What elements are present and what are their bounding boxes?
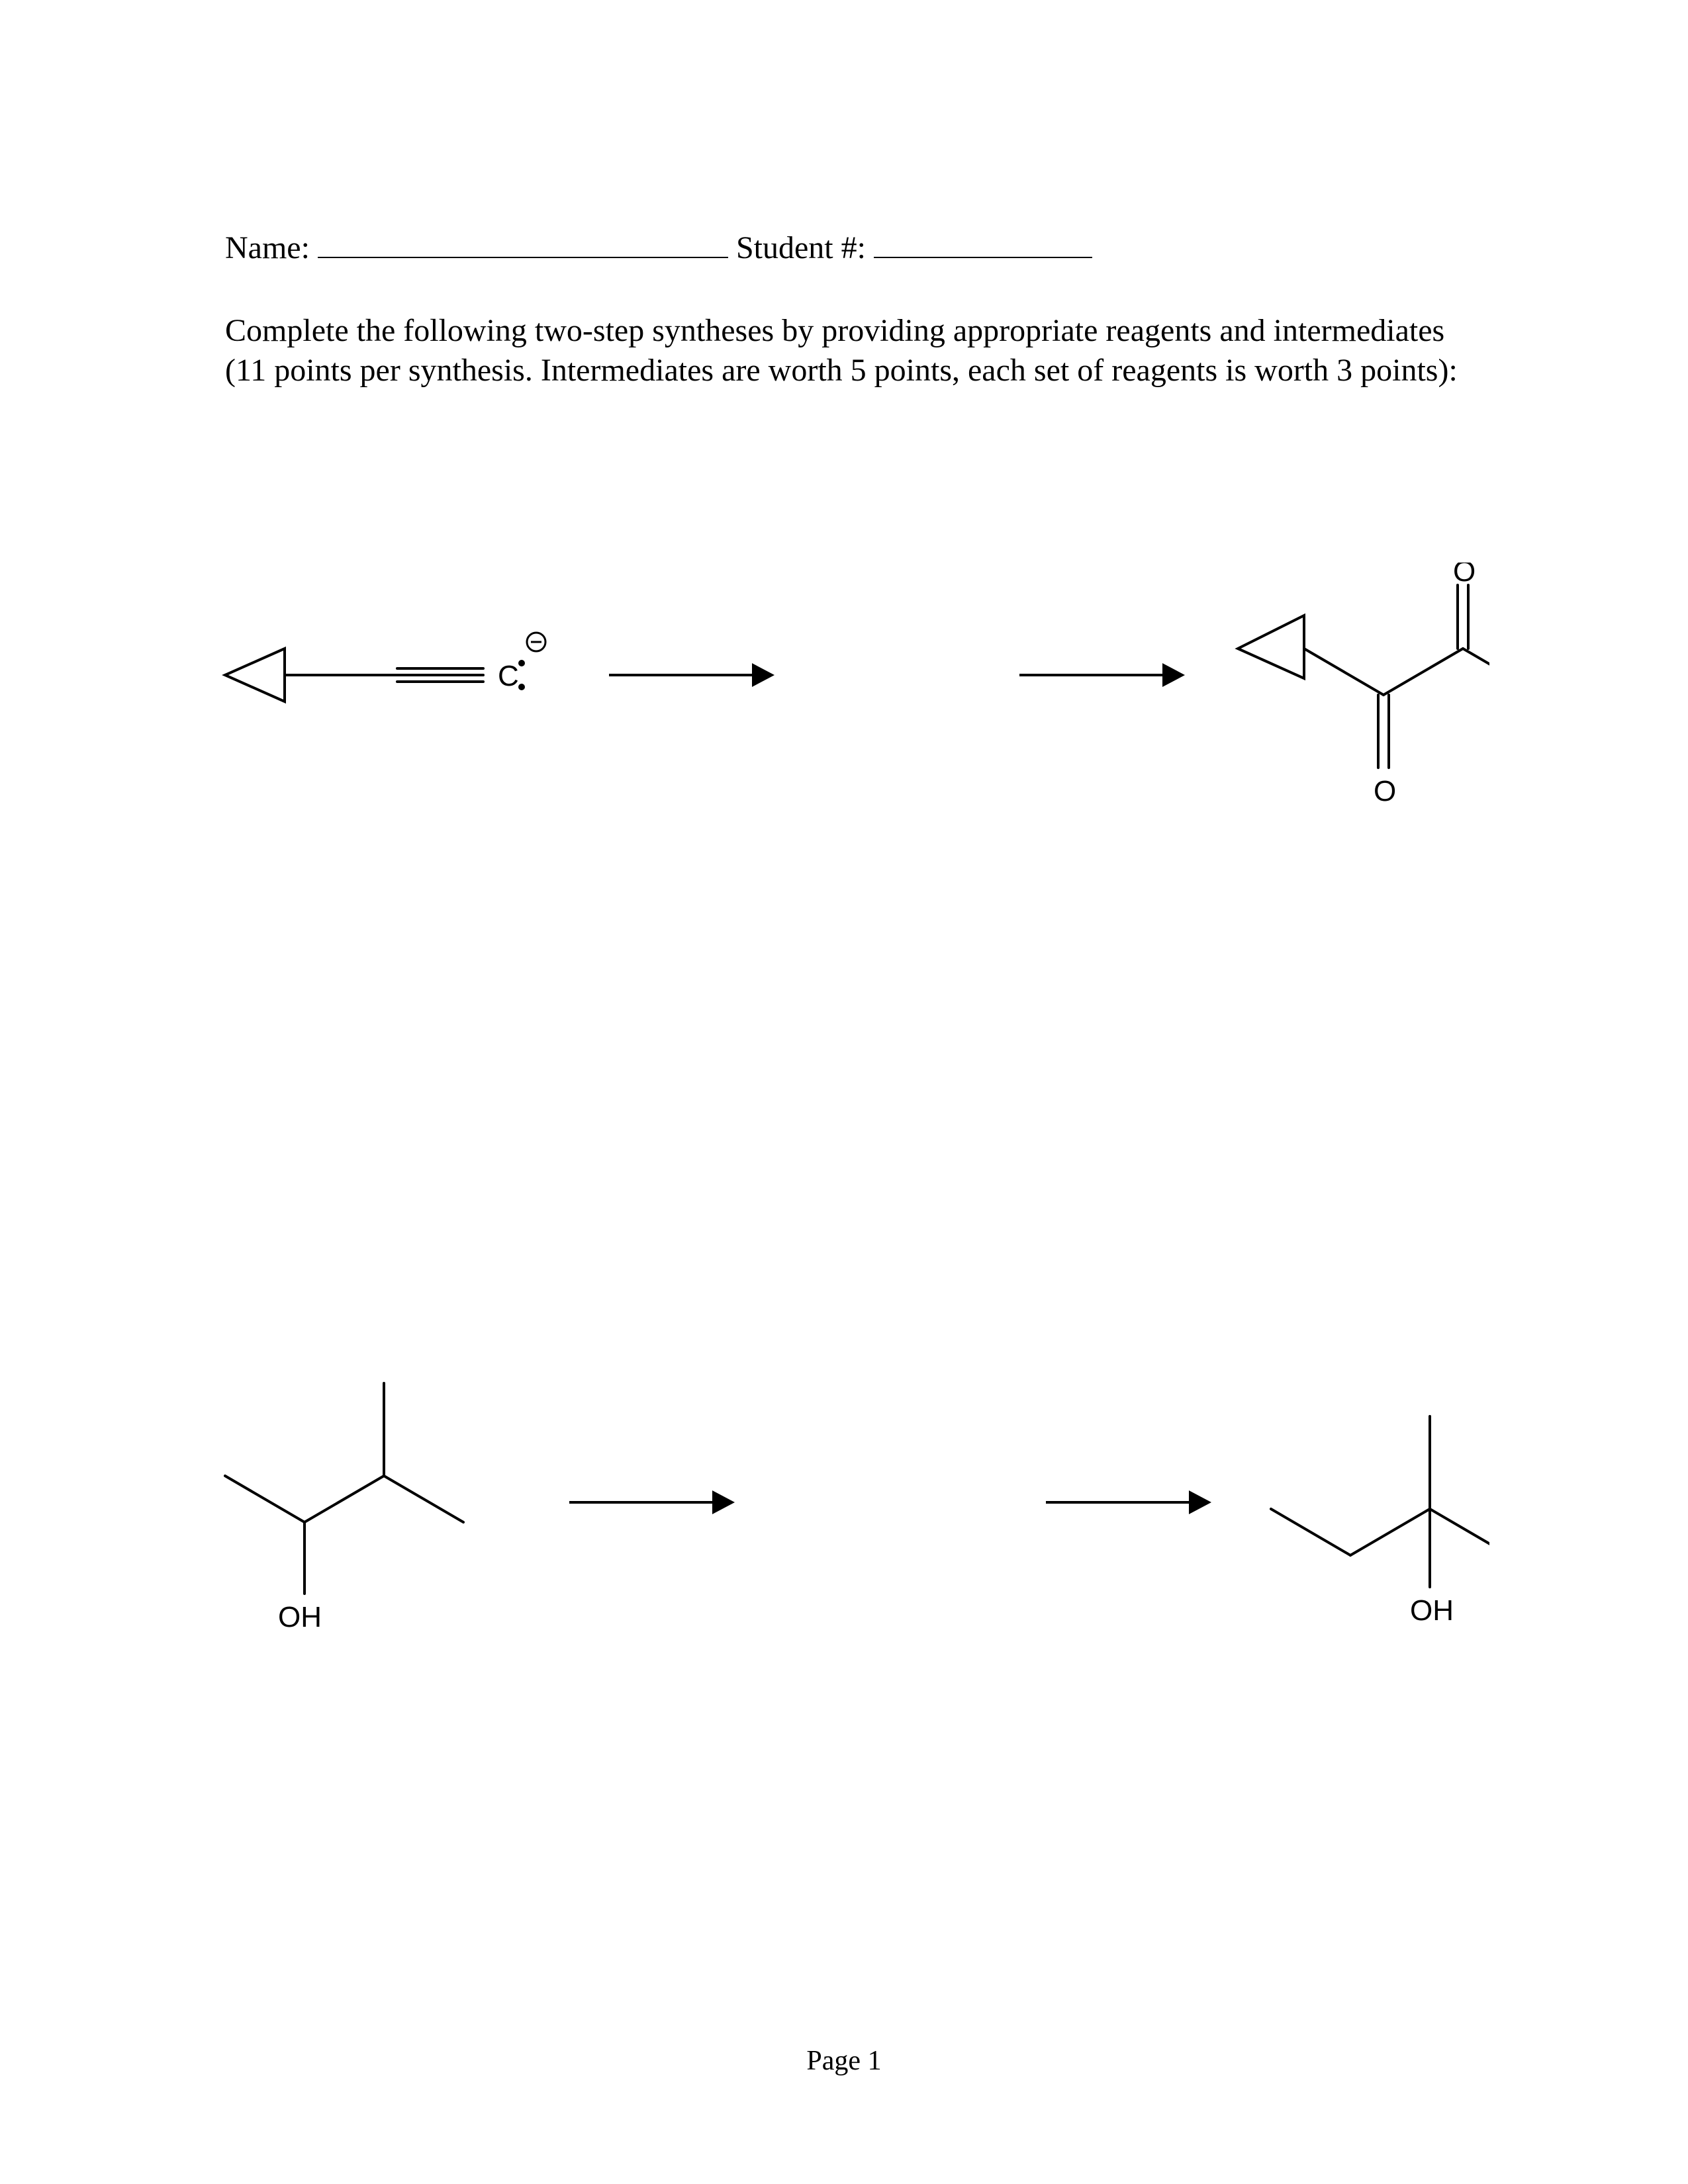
s1-arrow-2 [1019,663,1185,687]
s1-product-o-bottom: O [1374,775,1396,807]
s1-reactant-cyclopropane [225,649,285,702]
s2-product-oh-label: OH [1410,1594,1454,1627]
s2-arrow-2 [1046,1490,1211,1514]
instructions-text: Complete the following two-step synthese… [225,311,1463,390]
page: Name: Student #: Complete the following … [0,0,1688,2184]
s2-product [1271,1416,1489,1587]
synthesis-1-scheme: C [199,563,1489,841]
s2-arrow-1 [569,1490,735,1514]
student-blank[interactable] [874,225,1092,258]
student-label: Student #: [736,230,866,265]
s1-product [1238,585,1489,768]
s1-carbon-label: C [498,660,519,692]
name-blank[interactable] [318,225,728,258]
s1-product-o-top: O [1453,563,1476,588]
s1-arrow-1 [609,663,774,687]
header-line: Name: Student #: [225,225,1092,266]
s1-reactant-triple-bond [397,668,483,682]
s1-lone-pair [518,660,525,690]
page-footer: Page 1 [0,2045,1688,2077]
s2-reactant [225,1383,463,1594]
synthesis-2-scheme: OH OH [199,1310,1489,1641]
name-label: Name: [225,230,310,265]
s1-negative-charge [527,633,545,651]
s2-reactant-oh-label: OH [278,1601,322,1633]
